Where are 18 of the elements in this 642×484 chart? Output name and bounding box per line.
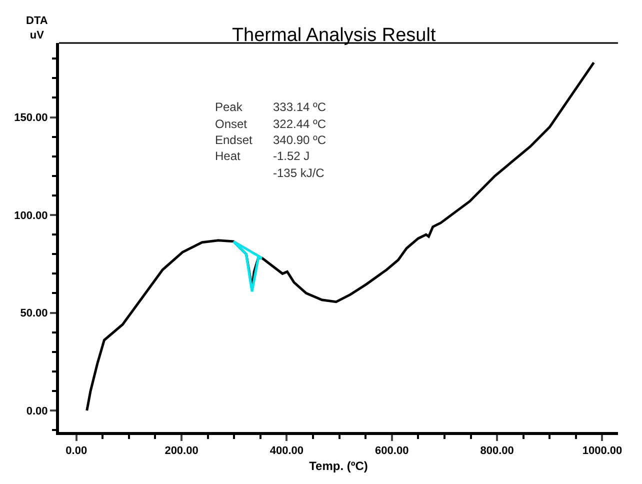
annotation: -135 kJ/C [273, 166, 325, 180]
chart-title: Thermal Analysis Result [232, 25, 436, 46]
x-tick-label: 0.00 [66, 445, 88, 458]
text: Onset 322.44 ºC [215, 117, 326, 131]
text: Endset 340.90 ºC [215, 133, 326, 147]
x-tick-label: 600.00 [375, 445, 409, 458]
y-tick-label: 100.00 [14, 210, 48, 222]
x-tick-label: 1000.00 [582, 445, 622, 458]
text: Peak 333.14 ºC [215, 100, 326, 114]
y-tick-label: 150.00 [14, 112, 48, 124]
y-axis-title: DTA uV [26, 15, 48, 42]
x-tick-label: 400.00 [270, 445, 304, 458]
y-tick-label: 0.00 [26, 405, 48, 418]
x-tick-label: 200.00 [164, 445, 198, 458]
x-axis-title: Temp. (ºC) [309, 459, 368, 474]
y-tick-label: 50.00 [20, 308, 48, 320]
text: Heat -1.52 J [215, 149, 310, 163]
x-tick-label: 800.00 [480, 445, 514, 458]
